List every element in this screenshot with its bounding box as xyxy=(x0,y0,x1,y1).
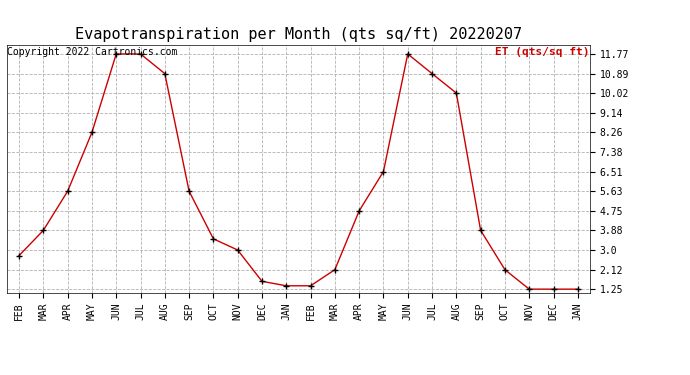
Text: Copyright 2022 Cartronics.com: Copyright 2022 Cartronics.com xyxy=(8,48,178,57)
Text: ET (qts/sq ft): ET (qts/sq ft) xyxy=(495,48,589,57)
Title: Evapotranspiration per Month (qts sq/ft) 20220207: Evapotranspiration per Month (qts sq/ft)… xyxy=(75,27,522,42)
